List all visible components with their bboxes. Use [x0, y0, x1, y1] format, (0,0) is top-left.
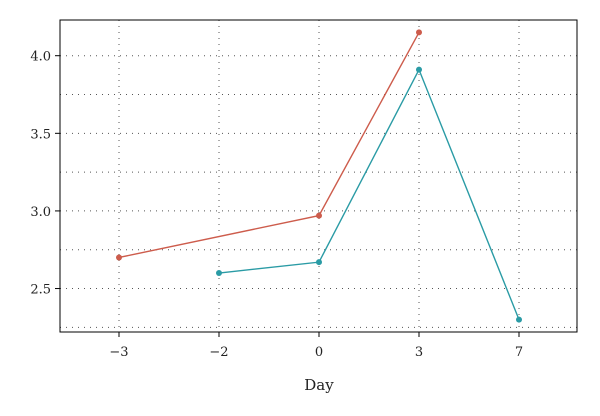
- y-tick-label: 2.5: [30, 283, 51, 298]
- x-axis: −3 −2 0 3 7: [109, 332, 523, 360]
- data-point: [416, 66, 422, 73]
- x-tick-label: −3: [109, 345, 128, 360]
- series-line: [218, 67, 520, 320]
- y-tick-label: 4.0: [30, 50, 51, 65]
- x-axis-title: Day: [304, 376, 334, 394]
- data-point: [516, 316, 522, 323]
- y-tick-label: 3.0: [30, 205, 51, 220]
- series-layer: [116, 29, 522, 323]
- data-point: [116, 254, 122, 261]
- x-tick-label: −2: [209, 345, 228, 360]
- x-tick-label: 3: [415, 345, 423, 360]
- series-line: [118, 32, 420, 259]
- series-1: [116, 29, 422, 261]
- series-2: [216, 66, 522, 323]
- y-tick-label: 3.5: [30, 127, 51, 142]
- data-point: [216, 270, 222, 277]
- x-tick-label: 0: [315, 345, 323, 360]
- data-point: [316, 259, 322, 266]
- y-axis: 2.5 3.0 3.5 4.0: [30, 50, 60, 298]
- grid: [60, 20, 577, 332]
- x-tick-label: 7: [515, 345, 523, 360]
- data-point: [316, 212, 322, 219]
- data-point: [416, 29, 422, 36]
